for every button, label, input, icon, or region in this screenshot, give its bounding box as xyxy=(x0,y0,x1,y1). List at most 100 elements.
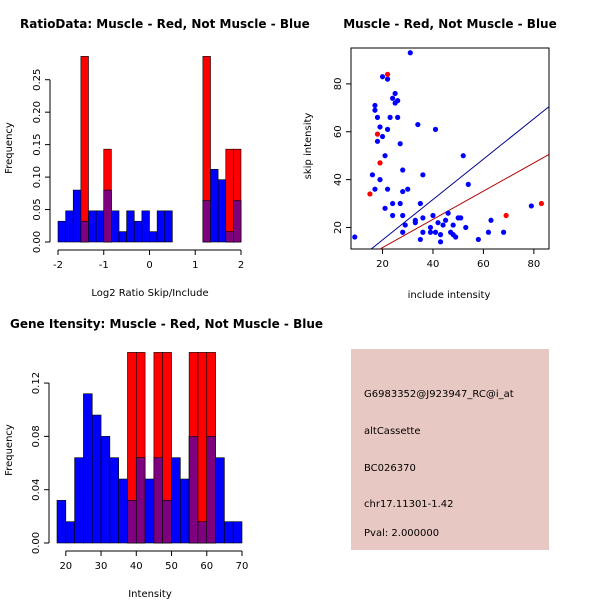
scatter-point-not-muscle xyxy=(453,234,459,240)
ratio-bar-not-muscle xyxy=(149,231,158,243)
intensity-bar-not-muscle xyxy=(144,478,155,544)
scatter-point-not-muscle xyxy=(437,232,444,238)
scatter-point-not-muscle xyxy=(500,229,507,235)
scatter-point-not-muscle xyxy=(392,90,398,97)
ratio-bar-not-muscle xyxy=(111,210,120,243)
ratio-bar-overlap xyxy=(233,200,242,243)
intensity-bar-muscle xyxy=(197,352,208,544)
intensity-bar-not-muscle xyxy=(224,521,234,544)
ratio-bar-not-muscle xyxy=(141,210,150,243)
ratio-bar-not-muscle xyxy=(164,210,173,243)
intensity-bar-overlap xyxy=(188,436,199,544)
scatter-x-tick-label: 40 xyxy=(427,259,440,270)
intensity-bars-group xyxy=(56,352,243,544)
probe-id-text: G6983352@J923947_RC@i_at xyxy=(364,389,514,400)
scatter-point-not-muscle xyxy=(450,222,456,228)
scatter-point-not-muscle xyxy=(417,200,423,207)
intensity-y-tick-label: 0.08 xyxy=(31,425,42,447)
scatter-point-not-muscle xyxy=(372,186,378,192)
intensity-x-axis-label: Intensity xyxy=(128,589,172,600)
scatter-point-not-muscle xyxy=(400,167,406,173)
intensity-bar-not-muscle xyxy=(232,521,243,544)
intensity-bar-not-muscle xyxy=(215,457,225,544)
scatter-point-not-muscle xyxy=(463,224,469,231)
scatter-point-muscle xyxy=(503,212,509,219)
ratio-y-tick-label: 0.15 xyxy=(32,133,43,155)
intensity-bar-not-muscle xyxy=(74,457,84,544)
intensity-axes-group: 20 30 40 50 60 70 0.00 0.04 0.08 0.12 xyxy=(31,372,248,572)
scatter-point-not-muscle xyxy=(387,114,393,120)
scatter-point-not-muscle xyxy=(382,205,388,211)
scatter-y-tick-label: 20 xyxy=(333,221,344,234)
intensity-bar-not-muscle xyxy=(118,478,128,544)
scatter-trend-line xyxy=(370,106,550,250)
scatter-y-tick-label: 60 xyxy=(333,125,344,138)
intensity-x-tick-label: 30 xyxy=(95,561,108,572)
ratio-y-tick-label: 0.00 xyxy=(32,231,43,253)
scatter-point-not-muscle xyxy=(402,222,408,228)
scatter-axes-group: 20 40 60 80 20 40 60 80 xyxy=(333,78,540,270)
scatter-point-not-muscle xyxy=(465,181,471,187)
intensity-bar-overlap xyxy=(153,457,164,544)
intensity-y-tick-label: 0.00 xyxy=(31,532,42,554)
scatter-point-not-muscle xyxy=(407,50,413,56)
ratio-bar-not-muscle xyxy=(65,210,74,243)
scatter-point-muscle xyxy=(384,71,391,77)
intensity-y-tick-label: 0.12 xyxy=(31,372,42,394)
intensity-bar-not-muscle xyxy=(100,436,111,544)
scatter-point-not-muscle xyxy=(352,234,358,240)
scatter-point-not-muscle xyxy=(384,76,391,82)
scatter-point-not-muscle xyxy=(488,217,494,223)
scatter-point-not-muscle xyxy=(420,172,426,178)
intensity-bar-not-muscle xyxy=(180,478,190,544)
scatter-point-not-muscle xyxy=(442,217,449,223)
pval-text: Pval: 2.000000 xyxy=(364,528,439,539)
scatter-y-axis-label: skip intensity xyxy=(303,113,314,180)
ratio-y-tick-label: 0.10 xyxy=(32,166,43,188)
ratio-y-axis-label: Frequency xyxy=(4,122,15,174)
scatter-point-not-muscle xyxy=(397,200,403,207)
scatter-point-not-muscle xyxy=(400,212,406,219)
scatter-point-not-muscle xyxy=(432,126,439,132)
intensity-bar-overlap xyxy=(162,500,172,544)
ratio-histogram-panel: RatioData: Muscle - Red, Not Muscle - Bl… xyxy=(4,17,310,299)
scatter-point-not-muscle xyxy=(384,126,391,132)
ratio-bar-overlap xyxy=(225,231,234,243)
ratio-x-tick-label: 2 xyxy=(238,260,244,271)
intensity-y-tick-label: 0.04 xyxy=(31,479,42,501)
scatter-x-tick-label: 60 xyxy=(477,259,490,270)
scatter-point-not-muscle xyxy=(412,220,418,226)
ratio-x-tick-label: -2 xyxy=(53,260,63,271)
scatter-point-not-muscle xyxy=(390,95,396,101)
intensity-bar-not-muscle xyxy=(65,521,75,544)
ratio-y-tick-label: 0.25 xyxy=(32,69,43,91)
scatter-point-not-muscle xyxy=(430,212,436,219)
scatter-point-not-muscle xyxy=(427,224,434,231)
scatter-point-not-muscle xyxy=(377,177,383,183)
scatter-point-not-muscle xyxy=(460,153,466,159)
ratio-bar-muscle xyxy=(225,148,234,243)
ratio-x-tick-label: 0 xyxy=(146,260,152,271)
scatter-trend-lines-group xyxy=(370,106,550,250)
scatter-point-not-muscle xyxy=(395,114,401,120)
scatter-point-not-muscle xyxy=(397,141,403,147)
intensity-bar-not-muscle xyxy=(91,414,102,544)
scatter-point-not-muscle xyxy=(435,220,441,226)
ratio-y-tick-label: 0.20 xyxy=(32,101,43,123)
ratio-bar-overlap xyxy=(202,200,211,243)
ratio-bar-muscle xyxy=(80,56,89,243)
ratio-bar-not-muscle xyxy=(118,231,127,243)
scatter-point-not-muscle xyxy=(432,229,439,235)
intensity-bar-not-muscle xyxy=(83,393,93,544)
scatter-point-not-muscle xyxy=(445,210,451,216)
intensity-x-tick-label: 70 xyxy=(236,561,249,572)
scatter-point-not-muscle xyxy=(377,124,383,130)
scatter-point-not-muscle xyxy=(395,98,401,104)
scatter-trend-line xyxy=(379,154,550,250)
scatter-x-tick-label: 20 xyxy=(376,259,389,270)
scatter-point-not-muscle xyxy=(374,114,381,120)
intensity-chart-title: Gene Itensity: Muscle - Red, Not Muscle … xyxy=(10,317,323,331)
event-type-text: altCassette xyxy=(364,426,421,437)
scatter-point-not-muscle xyxy=(475,236,481,243)
scatter-point-not-muscle xyxy=(458,215,464,221)
